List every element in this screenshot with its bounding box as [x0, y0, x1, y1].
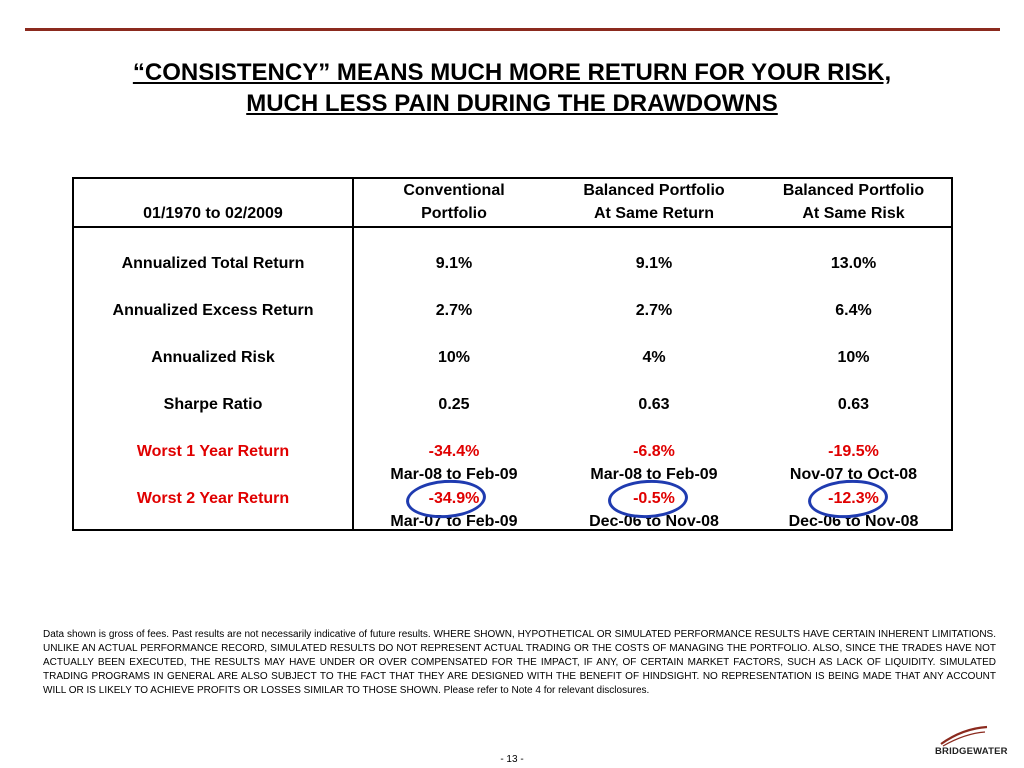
- performance-table: 01/1970 to 02/2009 Conventional Portfoli…: [72, 177, 953, 531]
- row-label-excess-return: Annualized Excess Return: [112, 302, 314, 319]
- table-cell: 6.4%: [835, 302, 872, 319]
- row-label-worst-2y: Worst 2 Year Return: [136, 490, 290, 507]
- table-cell: 0.25: [438, 396, 470, 413]
- bridgewater-logo: BRIDGEWATER: [935, 722, 1020, 762]
- table-cell: -34.9%: [428, 490, 480, 507]
- table-cell: -12.3%: [828, 490, 879, 507]
- table-cell: 2.7%: [635, 302, 673, 319]
- header-same-risk-line-1: Balanced Portfolio: [782, 182, 925, 199]
- header-same-return-line-2: At Same Return: [593, 205, 715, 222]
- table-cell: 10%: [837, 349, 870, 366]
- table-cell-period: Mar-07 to Feb-09: [390, 513, 518, 530]
- table-cell: 10%: [437, 349, 471, 366]
- header-divider: [74, 226, 951, 228]
- disclaimer-text: Data shown is gross of fees. Past result…: [43, 629, 996, 696]
- header-conventional-line-1: Conventional: [403, 182, 505, 199]
- table-cell-period: Mar-08 to Feb-09: [590, 466, 718, 483]
- table-cell: 9.1%: [635, 255, 673, 272]
- table-cell: -6.8%: [633, 443, 675, 460]
- table-cell: -0.5%: [633, 490, 675, 507]
- title-line-2: MUCH LESS PAIN DURING THE DRAWDOWNS: [246, 90, 778, 117]
- top-divider-rule: [25, 28, 1000, 31]
- header-same-return-line-1: Balanced Portfolio: [583, 182, 725, 199]
- table-cell: 4%: [642, 349, 666, 366]
- header-conventional-line-2: Portfolio: [421, 205, 487, 222]
- row-label-risk: Annualized Risk: [151, 349, 275, 366]
- period-header: 01/1970 to 02/2009: [143, 205, 283, 222]
- table-cell: 9.1%: [435, 255, 473, 272]
- page-title: “CONSISTENCY” MEANS MUCH MORE RETURN FOR…: [0, 57, 1024, 119]
- bridgewater-swoosh-icon: [940, 725, 988, 747]
- table-cell: 0.63: [638, 396, 670, 413]
- table-cell-period: Dec-06 to Nov-08: [589, 513, 719, 530]
- row-label-total-return: Annualized Total Return: [121, 255, 305, 272]
- logo-text: BRIDGEWATER: [935, 746, 1008, 757]
- title-line-1: “CONSISTENCY” MEANS MUCH MORE RETURN FOR…: [132, 59, 892, 86]
- table-cell: 0.63: [837, 396, 870, 413]
- table-cell: 2.7%: [435, 302, 473, 319]
- table-cell: -34.4%: [428, 443, 480, 460]
- table-cell-period: Mar-08 to Feb-09: [390, 466, 518, 483]
- page-number: - 13 -: [500, 754, 524, 765]
- table-cell-period: Dec-06 to Nov-08: [788, 513, 919, 530]
- table-cell: 13.0%: [830, 255, 877, 272]
- row-label-worst-1y: Worst 1 Year Return: [136, 443, 290, 460]
- table-cell: -19.5%: [828, 443, 879, 460]
- table-cell-period: Nov-07 to Oct-08: [789, 466, 918, 483]
- row-label-sharpe: Sharpe Ratio: [163, 396, 263, 413]
- header-same-risk-line-2: At Same Risk: [802, 205, 905, 222]
- column-divider: [352, 179, 354, 529]
